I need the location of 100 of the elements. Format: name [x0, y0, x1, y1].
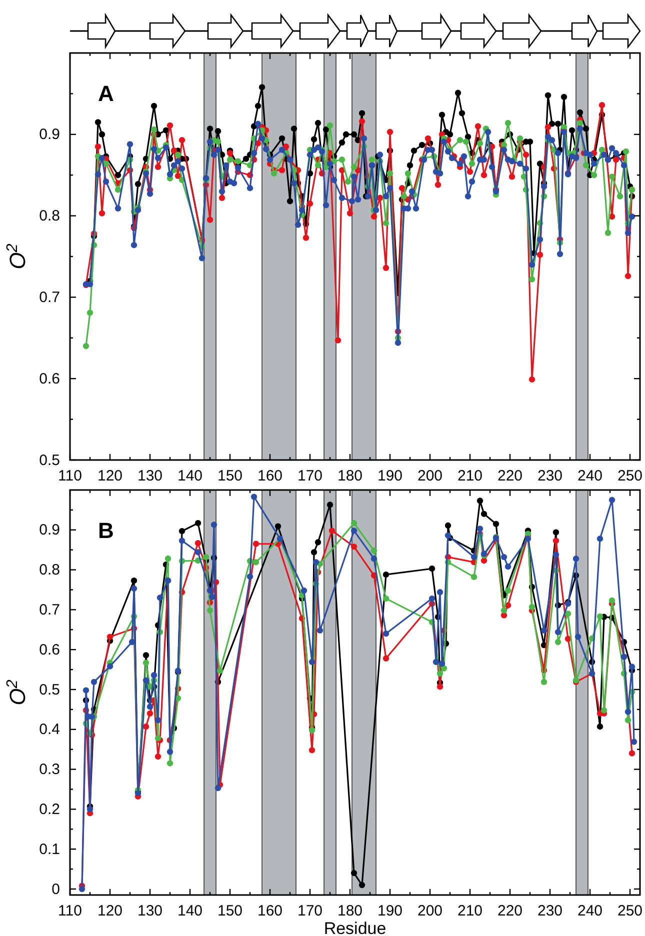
- x-tick-label: 230: [537, 468, 563, 485]
- point: [78, 886, 86, 892]
- point: [166, 748, 174, 755]
- x-tick-label: 220: [497, 902, 523, 920]
- y-tick-label: 0.8: [39, 208, 60, 225]
- point: [370, 556, 378, 562]
- point: [382, 572, 390, 578]
- point: [436, 670, 444, 677]
- y-tick-label: 0.6: [39, 641, 60, 658]
- point: [194, 549, 202, 556]
- point: [440, 665, 448, 672]
- point: [252, 559, 260, 566]
- x-tick-label: 160: [257, 902, 283, 920]
- point: [596, 613, 604, 620]
- point: [528, 604, 536, 610]
- point: [564, 636, 572, 642]
- x-tick-label: 170: [297, 468, 323, 485]
- point: [540, 678, 548, 686]
- point: [178, 538, 186, 544]
- x-tick-label: 250: [617, 902, 643, 920]
- point: [250, 494, 258, 500]
- point: [432, 658, 440, 666]
- point: [210, 522, 218, 528]
- x-tick-label: 180: [337, 468, 363, 485]
- point: [608, 496, 616, 504]
- point: [504, 564, 512, 570]
- x-tick-label: 240: [577, 902, 603, 920]
- point: [194, 540, 202, 546]
- x-tick-label: 170: [297, 902, 323, 920]
- point: [382, 655, 390, 662]
- point: [216, 668, 224, 674]
- x-tick-label: 230: [537, 902, 563, 920]
- y-tick-label: 0.7: [39, 602, 60, 619]
- point: [600, 707, 608, 714]
- y-tick-label: 0.9: [39, 126, 60, 144]
- point: [552, 552, 560, 558]
- y-tick-label: 0.8: [39, 562, 60, 579]
- point: [328, 528, 336, 534]
- point: [128, 638, 136, 646]
- point: [624, 708, 632, 715]
- point: [554, 638, 562, 646]
- point: [164, 556, 172, 562]
- point: [142, 724, 150, 730]
- x-tick-label: 180: [337, 902, 363, 920]
- point: [574, 634, 582, 640]
- point: [436, 684, 444, 690]
- point: [504, 587, 512, 594]
- point: [312, 559, 320, 566]
- x-tick-label: 220: [497, 468, 523, 485]
- point: [524, 536, 532, 542]
- y-tick-label: 0.7: [39, 289, 60, 306]
- point: [326, 502, 334, 508]
- point: [350, 520, 358, 526]
- point: [492, 520, 500, 527]
- point: [596, 724, 604, 730]
- x-tick-label: 190: [377, 902, 403, 920]
- point: [142, 652, 150, 658]
- point: [370, 548, 378, 554]
- point: [246, 574, 254, 580]
- point: [208, 594, 216, 600]
- x-tick-label: 210: [457, 468, 483, 485]
- y-tick-label: 0.9: [39, 522, 60, 539]
- point: [608, 597, 616, 604]
- point: [480, 510, 488, 518]
- point: [500, 607, 508, 614]
- point: [154, 753, 162, 760]
- point: [316, 627, 324, 634]
- point: [166, 760, 174, 766]
- y-tick-label: 0.1: [39, 840, 60, 858]
- y-tick-label: 0.2: [39, 801, 60, 818]
- point: [130, 577, 138, 584]
- point: [214, 784, 222, 792]
- point: [156, 594, 164, 601]
- point: [444, 522, 452, 529]
- point: [274, 523, 282, 530]
- point: [178, 528, 186, 534]
- point: [142, 677, 150, 684]
- point: [82, 687, 90, 694]
- point: [596, 536, 604, 542]
- point: [206, 607, 214, 614]
- point: [130, 585, 138, 592]
- y-tick-label: 0.5: [39, 452, 60, 469]
- x-tick-label: 240: [577, 468, 603, 485]
- point: [252, 540, 260, 547]
- point: [314, 539, 322, 546]
- point: [436, 589, 444, 596]
- point: [308, 747, 316, 754]
- point: [194, 520, 202, 526]
- point: [350, 870, 358, 876]
- point: [428, 595, 436, 602]
- x-tick-label: 130: [137, 902, 163, 920]
- point: [552, 529, 560, 536]
- point: [624, 717, 632, 724]
- x-tick-label: 110: [58, 468, 82, 485]
- x-tick-label: 110: [58, 902, 82, 920]
- point: [428, 566, 436, 572]
- point: [86, 806, 94, 812]
- x-tick-label: 120: [97, 902, 123, 920]
- x-tick-label: 160: [257, 468, 283, 485]
- y-tick-label: 0.6: [39, 370, 60, 388]
